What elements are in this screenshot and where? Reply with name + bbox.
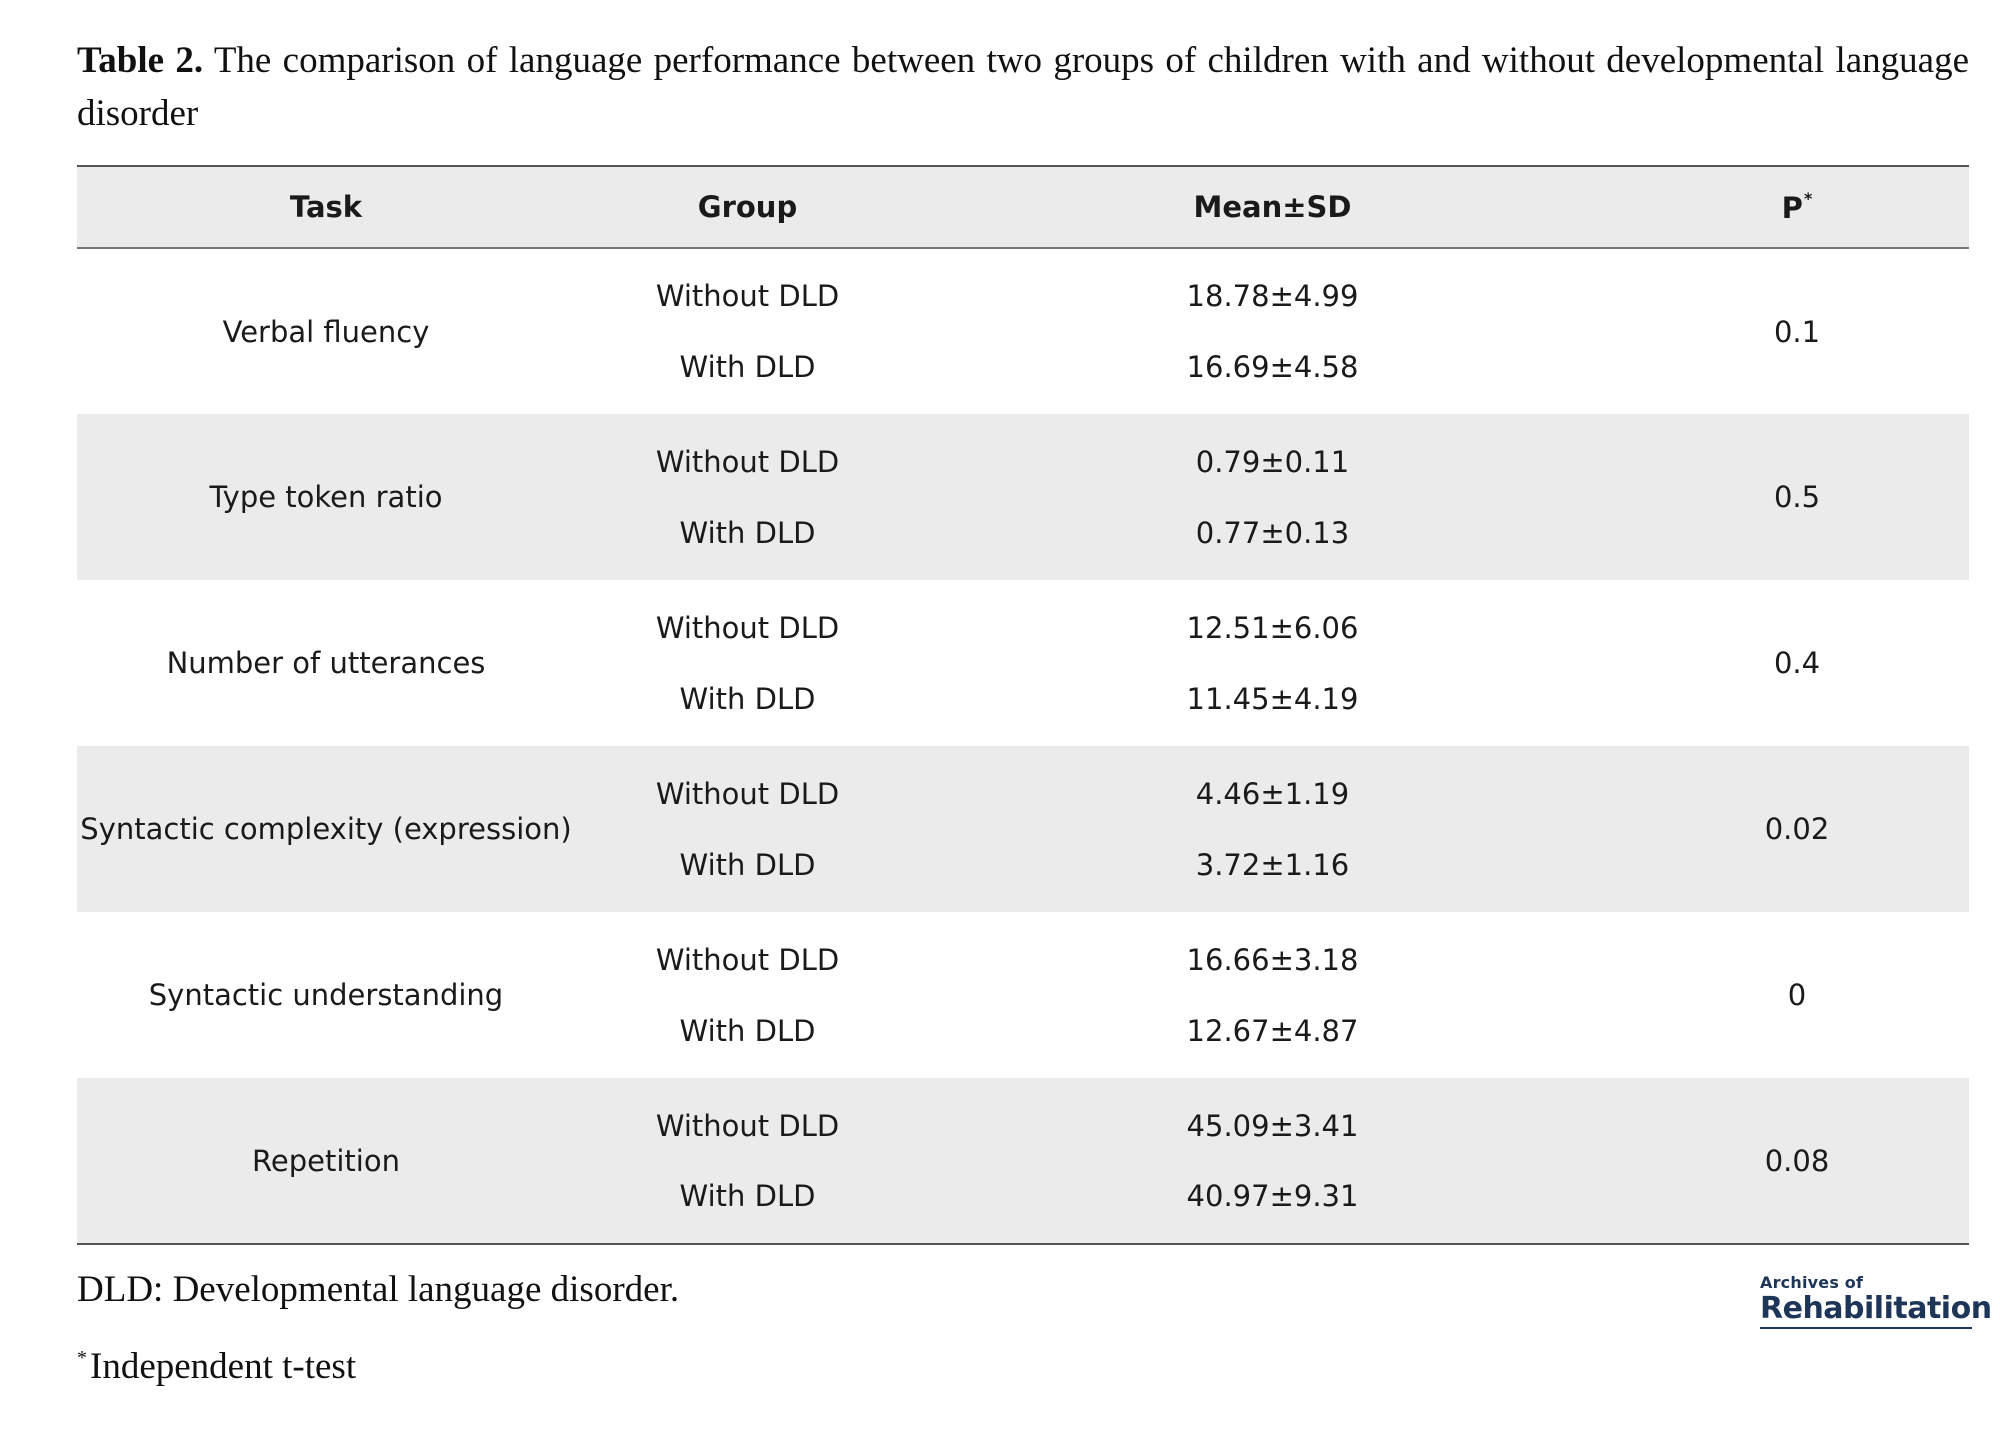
journal-logo-name: Rehabilitation bbox=[1760, 1292, 1992, 1329]
footnote-test: *Independent t-test bbox=[77, 1345, 356, 1388]
journal-logo-small-text: Archives of bbox=[1760, 1273, 1864, 1292]
header-group: Group bbox=[575, 166, 920, 249]
mean-sd-cell: 18.78±4.99 bbox=[1186, 279, 1359, 313]
table-row: With DLD 11.45±4.19 bbox=[77, 663, 1969, 746]
mean-sd-cell: 0.79±0.11 bbox=[1195, 444, 1350, 479]
group-cell: With DLD bbox=[575, 1161, 920, 1245]
table-header-row: Task Group Mean±SD P* bbox=[77, 166, 1969, 249]
header-p: P* bbox=[1625, 166, 1969, 249]
header-task: Task bbox=[77, 166, 575, 249]
mean-sd-cell: 16.69±4.58 bbox=[1186, 349, 1359, 384]
table-caption-text: The comparison of language performance b… bbox=[77, 40, 1969, 134]
p-value-cell: 0.08 bbox=[1625, 1078, 1969, 1245]
group-cell: Without DLD bbox=[655, 610, 840, 645]
task-cell: Repetition bbox=[77, 1078, 575, 1245]
table-caption-label: Table 2. bbox=[77, 40, 204, 81]
table-caption: Table 2. The comparison of language perf… bbox=[77, 34, 1969, 140]
mean-sd-cell: 45.09±3.41 bbox=[1186, 1108, 1359, 1143]
mean-sd-cell: 3.72±1.16 bbox=[1195, 847, 1350, 882]
mean-sd-cell: 40.97±9.31 bbox=[920, 1161, 1625, 1245]
group-cell: With DLD bbox=[679, 515, 816, 550]
task-cell: Verbal fluency bbox=[222, 314, 430, 349]
header-p-marker: * bbox=[1803, 189, 1813, 208]
mean-sd-cell: 4.46±1.19 bbox=[1195, 776, 1350, 811]
group-cell: Without DLD bbox=[655, 1108, 840, 1143]
table-row: With DLD 12.67±4.87 bbox=[77, 995, 1969, 1078]
task-cell: Type token ratio bbox=[209, 480, 443, 514]
group-cell: Without DLD bbox=[655, 279, 840, 313]
footnote-test-text: Independent t-test bbox=[90, 1346, 357, 1387]
group-cell: Without DLD bbox=[655, 776, 840, 811]
table-body: Verbal fluency Without DLD 18.78±4.99 0.… bbox=[77, 248, 1969, 1245]
group-cell: With DLD bbox=[679, 1013, 816, 1048]
table-row: Syntactic complexity (expression) Withou… bbox=[77, 746, 1969, 846]
p-value-cell: 0.1 bbox=[1773, 314, 1821, 349]
p-value-cell: 0 bbox=[1787, 978, 1807, 1012]
table-row: With DLD 16.69±4.58 bbox=[77, 331, 1969, 414]
header-mean-sd: Mean±SD bbox=[920, 166, 1625, 249]
task-cell: Syntactic complexity (expression) bbox=[80, 812, 572, 846]
table-row: Number of utterances Without DLD 12.51±6… bbox=[77, 580, 1969, 681]
table-row: Type token ratio Without DLD 0.79±0.11 0… bbox=[77, 414, 1969, 514]
group-cell: Without DLD bbox=[655, 942, 840, 977]
header-p-label: P bbox=[1781, 191, 1803, 225]
task-cell: Syntactic understanding bbox=[148, 978, 504, 1012]
footnote-test-marker: * bbox=[77, 1347, 87, 1369]
p-value-cell: 0.02 bbox=[1764, 812, 1830, 846]
p-value-cell: 0.5 bbox=[1773, 480, 1821, 514]
journal-logo: Archives of Rehabilitation bbox=[1760, 1273, 1992, 1329]
table-row: Verbal fluency Without DLD 18.78±4.99 0.… bbox=[77, 248, 1969, 349]
table-row: Syntactic understanding Without DLD 16.6… bbox=[77, 912, 1969, 1013]
task-cell: Number of utterances bbox=[166, 646, 486, 680]
mean-sd-cell: 0.77±0.13 bbox=[1195, 515, 1350, 550]
mean-sd-cell: 12.51±6.06 bbox=[1186, 610, 1359, 645]
group-cell: With DLD bbox=[679, 349, 816, 384]
mean-sd-cell: 12.67±4.87 bbox=[1186, 1013, 1359, 1048]
table-row: Repetition Without DLD 45.09±3.41 0.08 bbox=[77, 1078, 1969, 1245]
p-value-cell: 0.4 bbox=[1773, 646, 1821, 680]
mean-sd-cell: 11.45±4.19 bbox=[1186, 681, 1359, 716]
group-cell: With DLD bbox=[679, 681, 816, 716]
mean-sd-cell: 16.66±3.18 bbox=[1186, 942, 1359, 977]
footnote-abbreviation: DLD: Developmental language disorder. bbox=[77, 1269, 680, 1310]
group-cell: Without DLD bbox=[655, 444, 840, 479]
group-cell: With DLD bbox=[679, 847, 816, 882]
comparison-table: Task Group Mean±SD P* Verbal fluency Wit… bbox=[77, 165, 1969, 1245]
